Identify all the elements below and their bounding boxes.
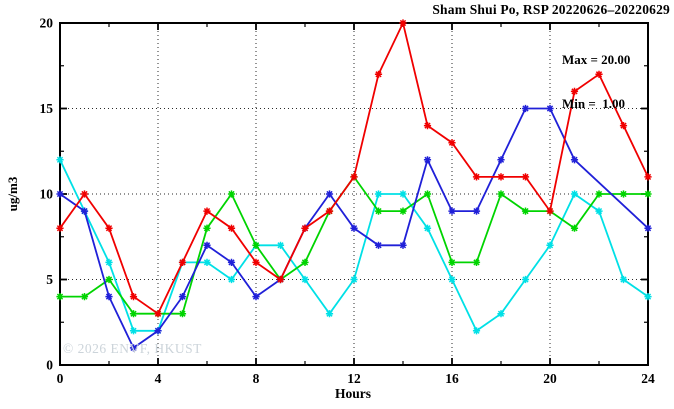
chart-title: Sham Shui Po, RSP 20220626–20220629 — [432, 2, 670, 17]
series-red-line — [59, 20, 649, 316]
legend-min-value: Min = 1.00 — [562, 95, 626, 111]
series-red-markers — [56, 19, 652, 318]
watermark: © 2026 ENVF, HKUST — [63, 341, 202, 356]
gridlines — [60, 23, 648, 365]
x-tick-label: 12 — [347, 371, 361, 386]
x-axis-label: Hours — [334, 386, 371, 401]
x-tick-label: 4 — [155, 371, 162, 386]
y-tick-label: 0 — [46, 358, 53, 373]
x-tick-label: 0 — [57, 371, 64, 386]
y-tick-label: 5 — [46, 272, 53, 287]
x-tick-label: 20 — [543, 371, 557, 386]
x-tick-label: 8 — [253, 371, 260, 386]
x-tick-label: 16 — [445, 371, 459, 386]
series-cyan-line — [59, 159, 649, 333]
y-tick-label: 20 — [40, 16, 54, 31]
y-tick-label: 15 — [40, 101, 54, 116]
legend-max-value: Max = 20.00 — [562, 52, 631, 67]
legend: Max = 20.00 Min = 1.00 — [562, 24, 630, 140]
x-tick-label: 24 — [641, 371, 655, 386]
tick-labels: 0 4 8 12 16 20 24 0 5 10 15 20 — [40, 16, 656, 387]
y-axis-label: ug/m3 — [5, 176, 20, 212]
y-tick-label: 10 — [40, 187, 54, 202]
series-green-line — [60, 175, 648, 315]
